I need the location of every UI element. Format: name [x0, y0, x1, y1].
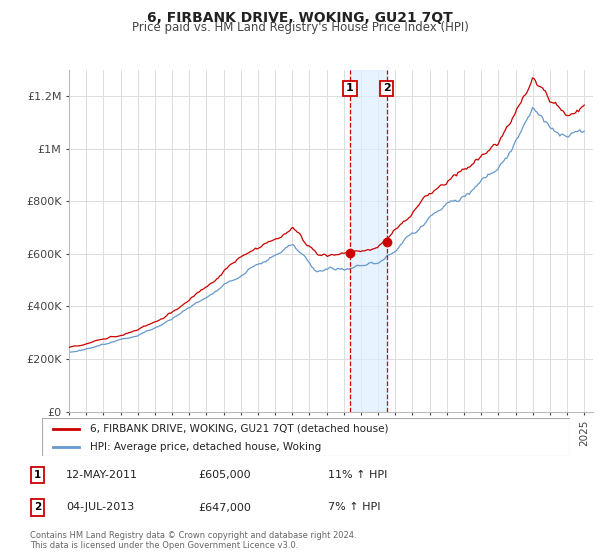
Text: 1: 1	[346, 83, 354, 94]
Text: 04-JUL-2013: 04-JUL-2013	[66, 502, 134, 512]
Text: £605,000: £605,000	[199, 470, 251, 480]
Text: £647,000: £647,000	[199, 502, 251, 512]
Text: 1: 1	[34, 470, 41, 480]
Text: 12-MAY-2011: 12-MAY-2011	[66, 470, 138, 480]
Text: 6, FIRBANK DRIVE, WOKING, GU21 7QT: 6, FIRBANK DRIVE, WOKING, GU21 7QT	[147, 11, 453, 25]
Text: 6, FIRBANK DRIVE, WOKING, GU21 7QT (detached house): 6, FIRBANK DRIVE, WOKING, GU21 7QT (deta…	[89, 424, 388, 434]
Text: 2: 2	[383, 83, 391, 94]
Text: Price paid vs. HM Land Registry's House Price Index (HPI): Price paid vs. HM Land Registry's House …	[131, 21, 469, 34]
Bar	[350, 70, 387, 412]
Text: 7% ↑ HPI: 7% ↑ HPI	[328, 502, 381, 512]
Text: 11% ↑ HPI: 11% ↑ HPI	[328, 470, 388, 480]
Text: This data is licensed under the Open Government Licence v3.0.: This data is licensed under the Open Gov…	[30, 541, 298, 550]
FancyBboxPatch shape	[42, 418, 570, 456]
Text: 2: 2	[34, 502, 41, 512]
Text: HPI: Average price, detached house, Woking: HPI: Average price, detached house, Woki…	[89, 442, 321, 452]
Text: Contains HM Land Registry data © Crown copyright and database right 2024.: Contains HM Land Registry data © Crown c…	[30, 531, 356, 540]
